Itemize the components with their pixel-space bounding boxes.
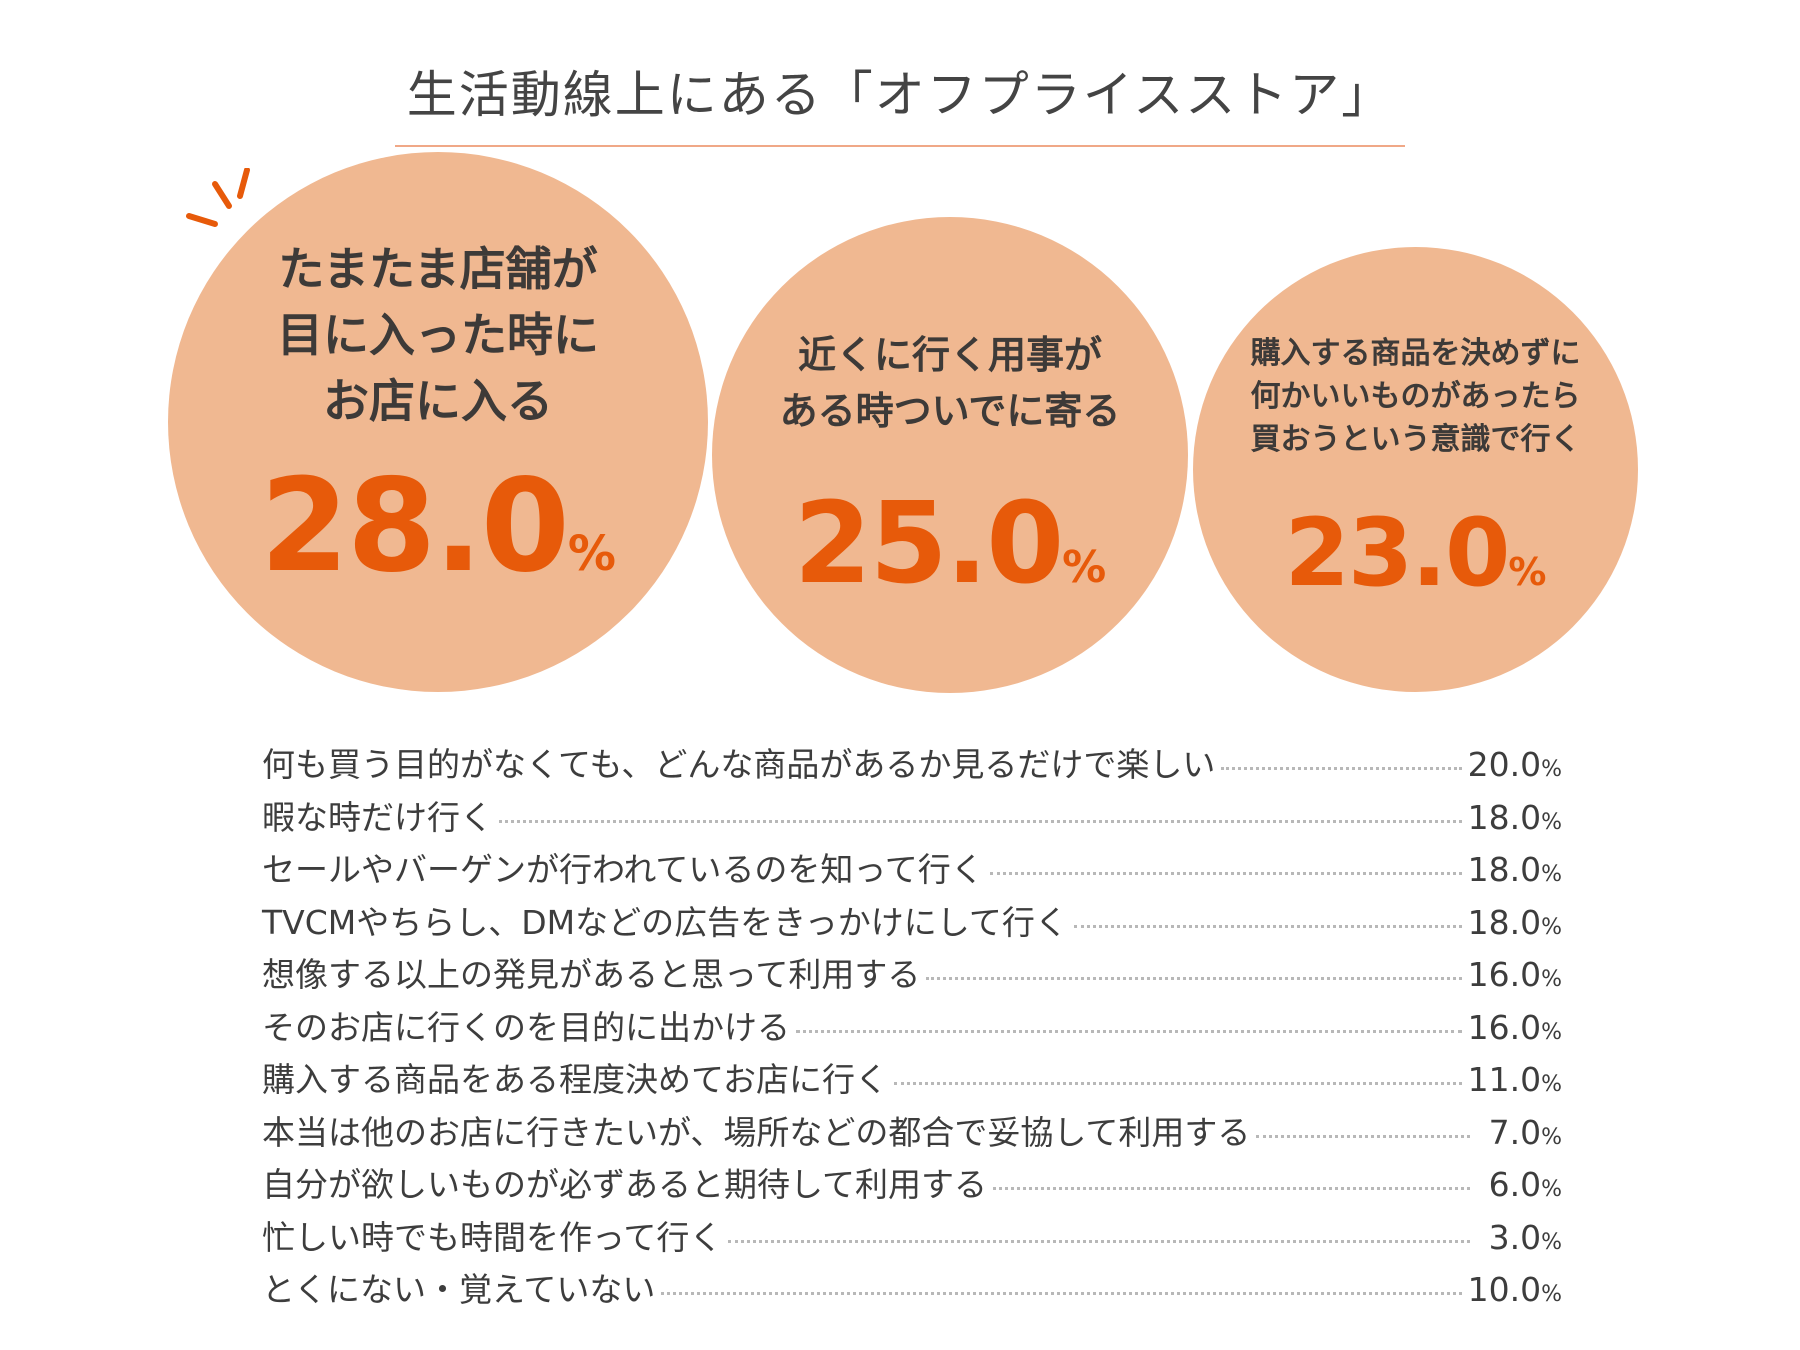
ranking-list: 何も買う目的がなくても、どんな商品があるか見るだけで楽しい 20.0% 暇な時だけ行… <box>262 738 1562 1316</box>
list-item-label: とくにない・覚えていない <box>262 1270 656 1309</box>
dotted-leader <box>993 1187 1470 1190</box>
list-item: 購入する商品をある程度決めてお店に行く 11.0% <box>262 1053 1562 1106</box>
list-item-value: 18.0% <box>1467 902 1562 942</box>
top-item-circle-1: たまたま店舗が 目に入った時に お店に入る 28.0% <box>168 152 708 692</box>
list-item-value: 7.0% <box>1488 1112 1562 1152</box>
dotted-leader <box>926 977 1462 980</box>
list-item-label: 想像する以上の発見があると思って利用する <box>262 955 921 994</box>
list-item-label: 購入する商品をある程度決めてお店に行く <box>262 1060 889 1099</box>
emphasis-burst-icon <box>186 168 250 227</box>
list-item: 自分が欲しいものが必ずあると期待して利用する 6.0% <box>262 1158 1562 1211</box>
list-item-value: 18.0% <box>1467 797 1562 837</box>
list-item-label: TVCMやちらし、DMなどの広告をきっかけにして行く <box>262 902 1068 942</box>
list-item-label: セールやバーゲンが行われているのを知って行く <box>262 850 984 889</box>
top-item-value: 25.0% <box>793 479 1107 609</box>
dotted-leader <box>1073 924 1462 928</box>
list-item-value: 6.0% <box>1488 1165 1562 1204</box>
list-item: セールやバーゲンが行われているのを知って行く 18.0% <box>262 843 1562 896</box>
list-item-value: 11.0% <box>1467 1060 1562 1099</box>
top-item-label: たまたま店舗が 目に入った時に お店に入る <box>277 242 599 428</box>
list-item-label: 暇な時だけ行く <box>262 797 493 837</box>
title-block: 生活動線上にある「オフプライスストア」 <box>0 55 1800 147</box>
list-item: 本当は他のお店に行きたいが、場所などの都合で妥協して利用する 7.0% <box>262 1106 1562 1159</box>
list-item-value: 3.0% <box>1488 1217 1562 1257</box>
top-item-value: 28.0% <box>260 452 616 601</box>
list-item-value: 18.0% <box>1467 850 1562 889</box>
dotted-leader <box>661 1292 1462 1295</box>
list-item-label: そのお店に行くのを目的に出かける <box>262 1007 790 1047</box>
list-item: そのお店に行くのを目的に出かける 16.0% <box>262 1001 1562 1054</box>
list-item-value: 16.0% <box>1467 1007 1562 1047</box>
list-item: 何も買う目的がなくても、どんな商品があるか見るだけで楽しい 20.0% <box>262 738 1562 791</box>
list-item-label: 何も買う目的がなくても、どんな商品があるか見るだけで楽しい <box>262 745 1216 784</box>
top-item-circle-3: 購入する商品を決めずに 何かいいものがあったら 買おうという意識で行く 23.0… <box>1193 247 1638 692</box>
dotted-leader <box>989 872 1462 875</box>
top-item-circle-2: 近くに行く用事が ある時ついでに寄る 25.0% <box>712 217 1188 693</box>
list-item: TVCMやちらし、DMなどの広告をきっかけにして行く 18.0% <box>262 896 1562 949</box>
list-item: 暇な時だけ行く 18.0% <box>262 791 1562 844</box>
chart-title: 生活動線上にある「オフプライスストア」 <box>394 55 1406 147</box>
dotted-leader <box>894 1082 1462 1085</box>
list-item-value: 10.0% <box>1467 1270 1562 1309</box>
top-item-label: 近くに行く用事が ある時ついでに寄る <box>779 333 1121 433</box>
dotted-leader <box>1256 1134 1470 1138</box>
list-item-value: 20.0% <box>1467 745 1562 784</box>
list-item-value: 16.0% <box>1467 955 1562 994</box>
list-item-label: 自分が欲しいものが必ずあると期待して利用する <box>262 1165 988 1204</box>
list-item-label: 本当は他のお店に行きたいが、場所などの都合で妥協して利用する <box>262 1112 1251 1152</box>
top-item-label: 購入する商品を決めずに 何かいいものがあったら 買おうという意識で行く <box>1250 336 1581 457</box>
top-item-value: 23.0% <box>1284 499 1547 608</box>
dotted-leader <box>728 1239 1470 1243</box>
dotted-leader <box>1221 767 1462 770</box>
dotted-leader <box>499 819 1462 823</box>
list-item: 忙しい時でも時間を作って行く 3.0% <box>262 1211 1562 1264</box>
list-item: とくにない・覚えていない 10.0% <box>262 1263 1562 1316</box>
list-item-label: 忙しい時でも時間を作って行く <box>262 1217 723 1257</box>
dotted-leader <box>796 1029 1462 1033</box>
list-item: 想像する以上の発見があると思って利用する 16.0% <box>262 948 1562 1001</box>
